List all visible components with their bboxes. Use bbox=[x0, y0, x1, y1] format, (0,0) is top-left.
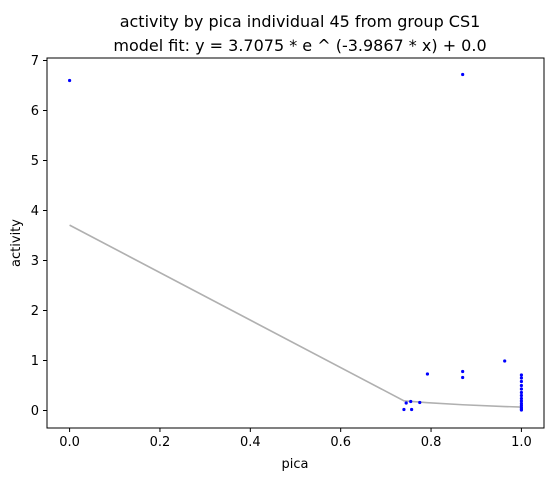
x-tick-label: 0.6 bbox=[330, 435, 351, 450]
data-point bbox=[503, 359, 507, 363]
data-point bbox=[519, 376, 524, 380]
x-tick-label: 0.2 bbox=[150, 435, 171, 450]
y-tick-label: 6 bbox=[31, 104, 39, 119]
x-axis-label: pica bbox=[282, 457, 309, 472]
data-point bbox=[409, 399, 413, 404]
y-tick-label: 4 bbox=[31, 204, 39, 219]
data-point bbox=[402, 407, 406, 412]
data-point bbox=[519, 379, 524, 384]
data-point bbox=[418, 400, 422, 405]
y-tick-label: 5 bbox=[31, 154, 39, 169]
scatter-points bbox=[67, 72, 524, 412]
chart-title: activity by pica individual 45 from grou… bbox=[120, 12, 481, 31]
data-point bbox=[461, 375, 465, 380]
x-axis-ticks: 0.0 0.2 0.4 0.6 0.8 1.0 bbox=[59, 428, 532, 450]
data-point bbox=[519, 408, 524, 412]
y-tick-label: 2 bbox=[31, 304, 39, 319]
data-point bbox=[519, 396, 524, 401]
fit-line bbox=[69, 224, 522, 408]
x-tick-label: 0.8 bbox=[421, 435, 442, 450]
y-tick-label: 0 bbox=[31, 404, 39, 419]
x-tick-label: 0.4 bbox=[240, 435, 261, 450]
data-point bbox=[461, 72, 465, 77]
data-point bbox=[404, 401, 408, 405]
x-tick-label: 1.0 bbox=[511, 435, 532, 450]
data-point bbox=[519, 390, 524, 395]
data-point bbox=[410, 407, 414, 412]
data-point bbox=[519, 383, 524, 388]
plot-frame bbox=[46, 57, 545, 429]
y-axis-ticks: 0 1 2 3 4 5 6 7 bbox=[31, 54, 47, 419]
plot-area bbox=[47, 58, 544, 428]
y-axis-label: activity bbox=[9, 219, 24, 267]
y-tick-label: 1 bbox=[31, 354, 39, 369]
data-point bbox=[519, 387, 524, 391]
data-point bbox=[67, 78, 72, 83]
x-tick-label: 0.0 bbox=[59, 435, 80, 450]
chart-subtitle: model fit: y = 3.7075 * e ^ (-3.9867 * x… bbox=[113, 36, 486, 55]
y-tick-label: 3 bbox=[31, 254, 39, 269]
data-point bbox=[425, 372, 430, 376]
data-point bbox=[519, 373, 524, 377]
fit-line-layer bbox=[69, 224, 522, 408]
data-point bbox=[519, 393, 524, 398]
y-tick-label: 7 bbox=[31, 54, 39, 69]
data-point bbox=[461, 369, 465, 374]
data-point bbox=[519, 399, 524, 403]
